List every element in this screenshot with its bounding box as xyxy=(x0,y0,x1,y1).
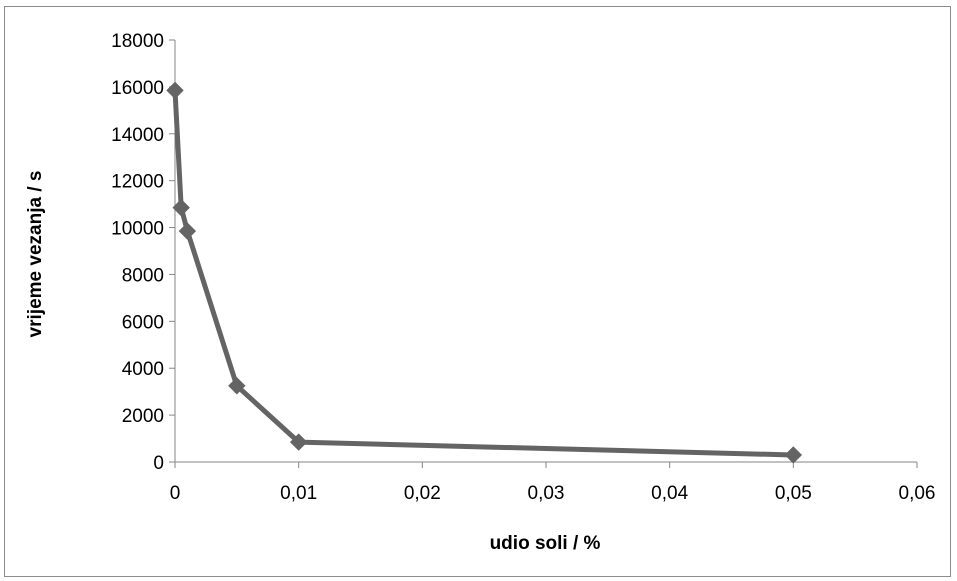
x-tick-label: 0,06 xyxy=(899,483,936,504)
chart-frame xyxy=(4,6,951,577)
y-tick-label: 0 xyxy=(153,453,164,474)
y-tick-label: 6000 xyxy=(122,312,164,333)
data-point-marker xyxy=(228,377,246,395)
y-tick-label: 16000 xyxy=(111,78,164,99)
data-point-marker xyxy=(166,81,184,100)
x-axis: 0 0,01 0,02 0,03 0,04 0,05 0,06 xyxy=(170,461,936,504)
data-point-marker xyxy=(172,198,190,217)
x-axis-title: udio soli / % xyxy=(490,533,601,554)
y-tick-label: 14000 xyxy=(111,125,164,146)
x-tick-label: 0 xyxy=(170,483,181,504)
y-axis: 0 2000 4000 6000 8000 10000 12000 14000 16000 180… xyxy=(111,31,176,474)
data-point-marker xyxy=(784,446,803,464)
x-tick-label: 0,02 xyxy=(404,483,441,504)
y-tick-label: 18000 xyxy=(111,31,164,52)
series-line xyxy=(172,87,796,458)
y-axis-title: vrijeme vezanja / s xyxy=(25,171,46,338)
y-tick-label: 10000 xyxy=(111,219,164,240)
y-tick-label: 12000 xyxy=(111,172,164,193)
y-tick-label: 2000 xyxy=(122,406,164,427)
x-tick-label: 0,04 xyxy=(651,483,688,504)
x-tick-label: 0,05 xyxy=(775,483,812,504)
y-tick-label: 8000 xyxy=(122,265,164,286)
data-point-marker xyxy=(289,433,308,451)
x-tick-label: 0,01 xyxy=(280,483,317,504)
x-tick-label: 0,03 xyxy=(528,483,565,504)
series-group xyxy=(166,81,803,464)
y-tick-label: 4000 xyxy=(122,359,164,380)
data-point-marker xyxy=(178,222,197,240)
